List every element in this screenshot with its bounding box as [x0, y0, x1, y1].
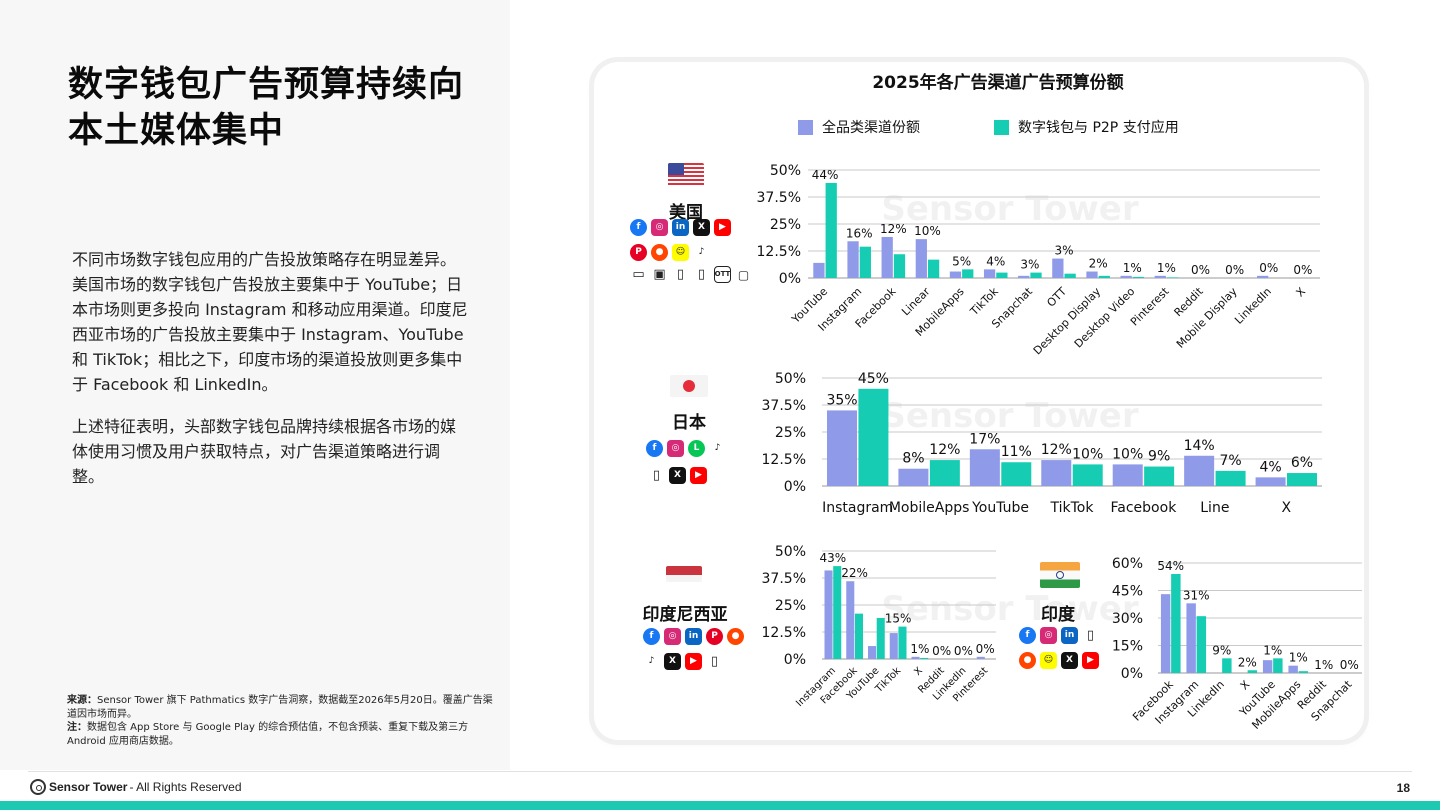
legend-label-wallet: 数字钱包与 P2P 支付应用: [1018, 120, 1179, 136]
x-icon: X: [669, 467, 686, 484]
country-label-in: 印度: [1041, 605, 1075, 625]
facebook-icon: f: [1019, 627, 1036, 644]
jp-icon-row-1: f ◎ L ♪: [646, 440, 726, 457]
in-flag: [1040, 562, 1080, 588]
youtube-icon: ▶: [1082, 652, 1099, 669]
x-icon: X: [1061, 652, 1078, 669]
snapchat-icon: ☺: [1040, 652, 1057, 669]
facebook-icon: f: [646, 440, 663, 457]
linkedin-icon: in: [685, 628, 702, 645]
desktop-display-icon: ▭: [632, 267, 645, 282]
legend-item-all: 全品类渠道份额: [798, 117, 920, 137]
jp-icon-row-2: ▯ X ▶: [648, 467, 707, 484]
country-label-us: 美国: [669, 203, 703, 223]
tv-icon: ▢: [737, 267, 750, 282]
legend-swatch-all: [798, 119, 813, 135]
tiktok-icon: ♪: [693, 244, 710, 261]
logo-text: Sensor Tower: [49, 780, 128, 794]
pinterest-icon: P: [706, 628, 723, 645]
tiktok-icon: ♪: [709, 440, 726, 457]
instagram-icon: ◎: [667, 440, 684, 457]
country-label-jp: 日本: [672, 413, 706, 433]
line-icon: L: [688, 440, 705, 457]
note-text: 数据包含 App Store 与 Google Play 的综合预估值，不包含预…: [67, 722, 469, 747]
linkedin-icon: in: [1061, 627, 1078, 644]
us-flag: [668, 163, 704, 187]
id-icon-row-1: f ◎ in P ●: [643, 628, 744, 645]
instagram-icon: ◎: [664, 628, 681, 645]
mobile-apps-icon: ▯: [676, 267, 685, 282]
footer-divider: [28, 771, 1412, 772]
instagram-icon: ◎: [651, 219, 668, 236]
source-label: 来源：: [67, 695, 97, 706]
body-paragraph-1: 不同市场数字钱包应用的广告投放策略存在明显差异。美国市场的数字钱包广告投放主要集…: [72, 250, 468, 394]
us-icon-row-2: P ● ☺ ♪: [630, 244, 710, 261]
youtube-icon: ▶: [714, 219, 731, 236]
reddit-icon: ●: [651, 244, 668, 261]
reddit-icon: ●: [727, 628, 744, 645]
sensor-tower-logo: Sensor Tower - All Rights Reserved: [30, 778, 242, 796]
legend-item-wallet: 数字钱包与 P2P 支付应用: [994, 117, 1179, 137]
desktop-video-icon: ▣: [653, 267, 666, 282]
instagram-icon: ◎: [1040, 627, 1057, 644]
left-panel: [0, 0, 510, 770]
mobile-apps-icon: ▯: [1086, 628, 1095, 643]
page-number: 18: [1396, 781, 1410, 795]
linkedin-icon: in: [672, 219, 689, 236]
footnote: 来源：Sensor Tower 旗下 Pathmatics 数字广告洞察，数据截…: [67, 694, 502, 748]
sensor-tower-logo-icon: [30, 779, 46, 795]
chart-card: [594, 62, 1364, 740]
youtube-icon: ▶: [685, 653, 702, 670]
source-text: Sensor Tower 旗下 Pathmatics 数字广告洞察，数据截至20…: [67, 695, 493, 720]
chart-title-wrap: 2025年各广告渠道广告预算份额: [0, 68, 1440, 93]
youtube-icon: ▶: [690, 467, 707, 484]
id-flag: [666, 566, 702, 582]
tiktok-icon: ♪: [643, 653, 660, 670]
bottom-accent-bar: [0, 801, 1440, 810]
jp-flag: [670, 375, 708, 397]
chart-title: 2025年各广告渠道广告预算份额: [872, 73, 1124, 93]
rights-text: - All Rights Reserved: [129, 780, 242, 794]
snapchat-icon: ☺: [672, 244, 689, 261]
mobile-apps-icon: ▯: [710, 654, 719, 669]
pinterest-icon: P: [630, 244, 647, 261]
note-label: 注：: [67, 722, 87, 733]
in-icon-row-2: ● ☺ X ▶: [1019, 652, 1099, 669]
body-paragraph-2: 上述特征表明，头部数字钱包品牌持续根据各市场的媒体使用习惯及用户获取特点，对广告…: [72, 417, 457, 486]
reddit-icon: ●: [1019, 652, 1036, 669]
x-icon: X: [664, 653, 681, 670]
in-icon-row-1: f ◎ in ▯: [1019, 627, 1099, 644]
ott-icon: OTT: [714, 266, 731, 283]
legend-label-all: 全品类渠道份额: [822, 120, 920, 136]
mobile-apps-icon: ▯: [652, 468, 661, 483]
id-icon-row-2: ♪ X ▶ ▯: [643, 653, 723, 670]
us-icon-row-3: ▭ ▣ ▯ ▯ OTT ▢: [630, 266, 752, 283]
legend-swatch-wallet: [994, 119, 1009, 135]
page-title: 数字钱包广告预算持续向本土媒体集中: [68, 65, 465, 151]
facebook-icon: f: [643, 628, 660, 645]
x-icon: X: [693, 219, 710, 236]
facebook-icon: f: [630, 219, 647, 236]
mobile-icon: ▯: [697, 267, 706, 282]
country-label-id: 印度尼西亚: [642, 605, 728, 625]
us-icon-row-1: f ◎ in X ▶: [630, 219, 731, 236]
